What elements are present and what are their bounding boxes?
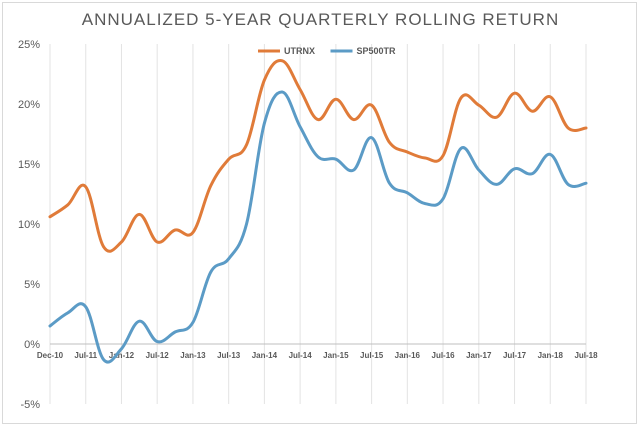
y-tick-label: 25%: [18, 39, 40, 51]
y-axis-ticks: 25% 20% 15% 10% 5% 0% -5%: [18, 39, 40, 411]
y-tick-label: 0%: [24, 339, 40, 351]
x-tick-label: Jul-15: [360, 351, 384, 360]
x-tick-label: Jul-16: [432, 351, 456, 360]
x-tick-label: Jan-15: [323, 351, 349, 360]
x-tick-label: Jul-13: [217, 351, 241, 360]
series-lines: [48, 59, 588, 364]
legend: UTRNX SP500TR: [258, 46, 396, 56]
y-tick-label: -5%: [20, 399, 40, 411]
x-tick-label: Jan-14: [252, 351, 278, 360]
y-tick-label: 5%: [24, 279, 40, 291]
x-tick-label: Jul-12: [146, 351, 170, 360]
x-axis-ticks: Dec-10 Jul-11 Jan-12 Jul-12 Jan-13 Jul-13 Jan-…: [37, 351, 598, 360]
x-tick-label: Jan-18: [538, 351, 564, 360]
series-line-utrnx: [48, 59, 588, 253]
y-tick-label: 15%: [18, 159, 40, 171]
y-tick-label: 20%: [18, 99, 40, 111]
x-tick-label: Dec-10: [37, 351, 64, 360]
chart-title: ANNUALIZED 5-YEAR QUARTERLY ROLLING RETU…: [81, 10, 560, 29]
x-tick-label: Jan-17: [466, 351, 492, 360]
x-tick-label: Jan-13: [180, 351, 206, 360]
x-tick-label: Jan-12: [109, 351, 135, 360]
x-tick-label: Jul-11: [74, 351, 97, 360]
series-line-sp500tr: [48, 90, 588, 364]
legend-label: UTRNX: [284, 46, 315, 56]
x-tick-label: Jul-14: [289, 351, 313, 360]
chart-frame: [2, 2, 637, 424]
x-tick-label: Jan-16: [395, 351, 421, 360]
y-tick-label: 10%: [18, 219, 40, 231]
x-tick-label: Jul-17: [503, 351, 527, 360]
legend-label: SP500TR: [357, 46, 397, 56]
x-tick-label: Jul-18: [574, 351, 598, 360]
